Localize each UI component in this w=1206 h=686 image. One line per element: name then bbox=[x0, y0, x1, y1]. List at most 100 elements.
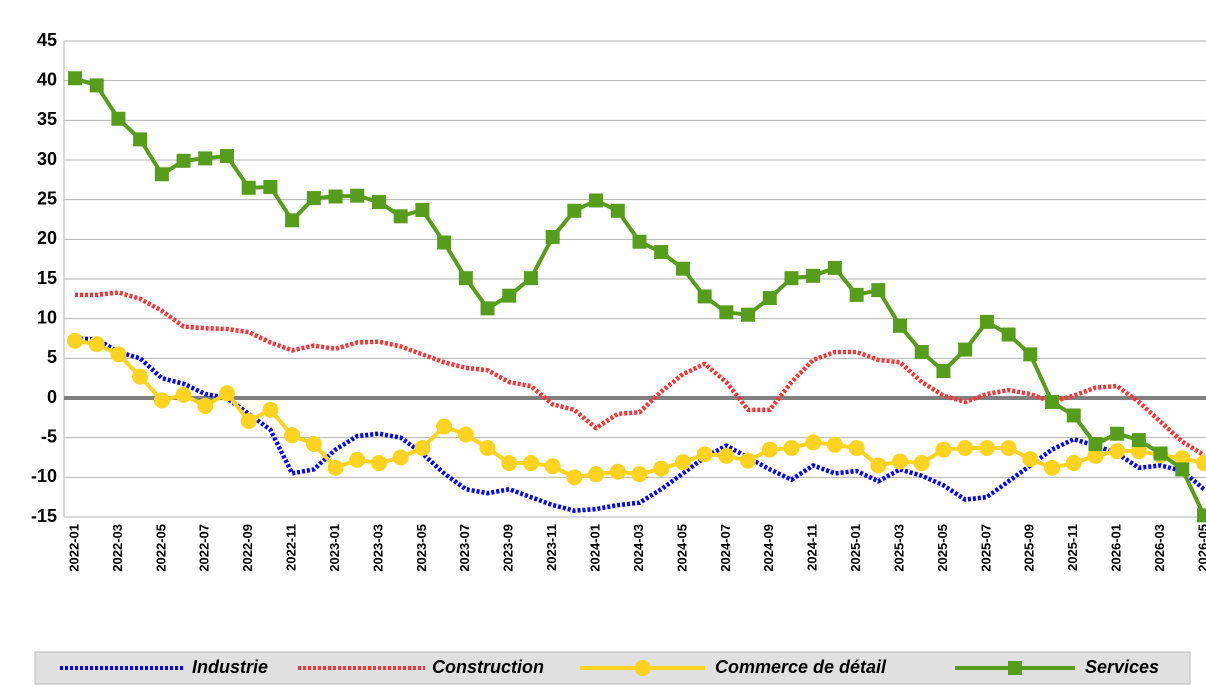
marker bbox=[978, 439, 995, 456]
marker bbox=[740, 452, 757, 469]
y-tick-label: -10 bbox=[31, 466, 57, 486]
marker bbox=[674, 454, 691, 471]
legend-marker bbox=[1008, 661, 1022, 675]
marker bbox=[263, 179, 278, 194]
marker bbox=[1045, 394, 1060, 409]
legend-label: Services bbox=[1085, 657, 1159, 677]
legend-label: Construction bbox=[432, 657, 544, 677]
marker bbox=[718, 447, 735, 464]
marker bbox=[567, 203, 582, 218]
x-tick-label: 2024-03 bbox=[631, 524, 646, 572]
marker bbox=[697, 289, 712, 304]
x-tick-label: 2022-11 bbox=[284, 524, 299, 571]
x-tick-label: 2023-05 bbox=[414, 524, 429, 572]
marker bbox=[1130, 443, 1147, 460]
x-tick-label: 2025-09 bbox=[1022, 524, 1037, 572]
marker bbox=[175, 386, 192, 403]
marker bbox=[653, 460, 670, 477]
marker bbox=[371, 195, 386, 210]
x-tick-label: 2022-01 bbox=[66, 524, 81, 572]
x-tick-label: 2023-01 bbox=[327, 524, 342, 572]
marker bbox=[654, 245, 669, 260]
x-tick-label: 2026-03 bbox=[1152, 524, 1167, 572]
marker bbox=[133, 132, 148, 147]
marker bbox=[762, 291, 777, 306]
marker bbox=[1066, 408, 1081, 423]
marker bbox=[523, 271, 538, 286]
marker bbox=[1001, 327, 1016, 342]
x-tick-label: 2024-11 bbox=[805, 524, 820, 571]
marker bbox=[631, 466, 648, 483]
x-tick-label: 2025-07 bbox=[978, 524, 993, 572]
y-tick-label: -15 bbox=[31, 506, 57, 526]
marker bbox=[826, 436, 843, 453]
marker bbox=[805, 434, 822, 451]
marker bbox=[675, 261, 690, 276]
marker bbox=[1023, 347, 1038, 362]
marker bbox=[544, 458, 561, 475]
marker bbox=[957, 439, 974, 456]
marker bbox=[437, 235, 452, 250]
marker bbox=[457, 426, 474, 443]
marker bbox=[458, 271, 473, 286]
marker bbox=[219, 149, 234, 164]
marker bbox=[609, 463, 626, 480]
x-tick-label: 2022-07 bbox=[197, 524, 212, 572]
marker bbox=[306, 191, 321, 206]
marker bbox=[88, 336, 105, 353]
marker bbox=[262, 401, 279, 418]
series-line bbox=[74, 336, 1206, 513]
marker bbox=[501, 455, 518, 472]
marker bbox=[240, 413, 257, 430]
marker bbox=[566, 469, 583, 486]
marker bbox=[197, 397, 214, 414]
marker bbox=[110, 346, 127, 363]
x-tick-label: 2024-07 bbox=[718, 524, 733, 572]
marker bbox=[241, 180, 256, 195]
marker bbox=[111, 111, 126, 126]
marker bbox=[610, 203, 625, 218]
marker bbox=[349, 451, 366, 468]
x-tick-label: 2023-09 bbox=[501, 524, 516, 572]
marker bbox=[1087, 447, 1104, 464]
x-tick-label: 2025-11 bbox=[1065, 524, 1080, 571]
marker bbox=[588, 466, 605, 483]
marker bbox=[154, 167, 169, 182]
x-tick-label: 2025-05 bbox=[935, 524, 950, 572]
x-tick-label: 2026-01 bbox=[1109, 524, 1124, 572]
x-tick-label: 2023-07 bbox=[457, 524, 472, 572]
marker bbox=[392, 449, 409, 466]
marker bbox=[783, 439, 800, 456]
x-tick-label: 2024-05 bbox=[674, 524, 689, 572]
x-tick-label: 2025-03 bbox=[891, 524, 906, 572]
marker bbox=[436, 418, 453, 435]
legend-marker bbox=[634, 660, 651, 676]
marker bbox=[414, 439, 431, 456]
y-tick-label: 45 bbox=[37, 30, 57, 50]
marker bbox=[893, 318, 908, 333]
marker bbox=[870, 457, 887, 474]
marker bbox=[327, 459, 344, 476]
y-tick-label: 5 bbox=[47, 347, 57, 367]
marker bbox=[1022, 451, 1039, 468]
marker bbox=[914, 344, 929, 359]
marker bbox=[370, 455, 387, 472]
marker bbox=[479, 439, 496, 456]
marker bbox=[218, 385, 235, 402]
y-tick-label: 40 bbox=[37, 69, 57, 89]
y-tick-label: 10 bbox=[37, 307, 57, 327]
series-line bbox=[75, 290, 1206, 458]
x-tick-label: 2023-03 bbox=[370, 524, 385, 572]
x-tick-label: 2025-01 bbox=[848, 524, 863, 572]
marker bbox=[284, 427, 301, 444]
marker bbox=[1197, 508, 1206, 523]
marker bbox=[761, 441, 778, 458]
marker bbox=[502, 288, 517, 303]
marker bbox=[958, 342, 973, 357]
marker bbox=[741, 307, 756, 322]
marker bbox=[1175, 462, 1190, 477]
marker bbox=[848, 439, 865, 456]
marker bbox=[285, 213, 300, 228]
marker bbox=[415, 202, 430, 217]
marker bbox=[1110, 426, 1125, 441]
